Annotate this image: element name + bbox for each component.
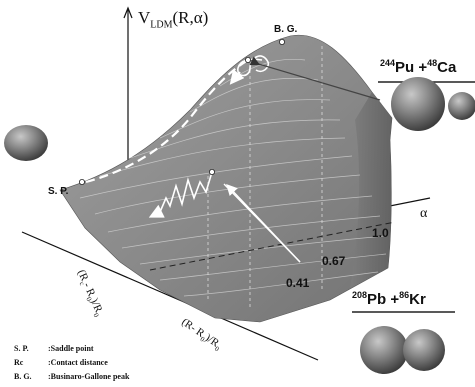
path-arrow-top <box>229 69 245 85</box>
pointer-top <box>251 61 381 101</box>
contact-point-marker <box>208 168 215 175</box>
fusion-path <box>85 59 249 184</box>
surface-contours <box>79 58 387 297</box>
path-arrow-mid <box>148 204 165 218</box>
bg-label: B. G. <box>274 24 298 35</box>
legend-item-sp: S. P.: Saddle point <box>14 344 94 353</box>
surface-right-face <box>350 92 392 288</box>
bg-point-marker <box>278 39 285 46</box>
saddle-shape-sphere <box>4 125 48 161</box>
alpha-ground-dashed <box>149 221 396 271</box>
kr-sphere <box>403 329 445 371</box>
reaction-top: 244Pu +48Ca <box>380 58 457 76</box>
pb-sphere <box>360 326 408 374</box>
surface-guides <box>207 46 323 310</box>
reaction-bottom: 208Pb +86Kr <box>352 290 426 308</box>
v-axis-label: VLDM(R,α) <box>138 8 209 31</box>
r-axis-line <box>21 231 319 361</box>
top-path-point-marker <box>244 57 251 64</box>
v-axis-arrow <box>123 6 133 19</box>
path-oscillation <box>159 171 213 213</box>
sp-label: S. P. <box>48 186 69 197</box>
alpha-tick-3: 0.41 <box>286 276 310 290</box>
pu-sphere <box>391 77 445 131</box>
alpha-tick-2: 0.67 <box>322 254 346 268</box>
potential-surface <box>59 34 393 323</box>
legend-item-bg: B. G.: Businaro-Gallone peak <box>14 372 130 381</box>
saddle-point-marker <box>79 178 86 185</box>
alpha-tick-1: 1.0 <box>372 226 389 240</box>
legend-item-rc: Rc: Contact distance <box>14 358 108 367</box>
ca-sphere <box>448 92 475 120</box>
alpha-axis-label: α <box>420 206 428 221</box>
